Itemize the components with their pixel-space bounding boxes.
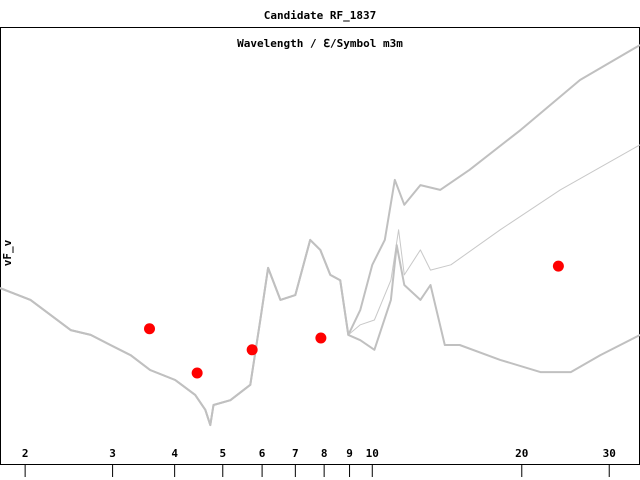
data-point [315, 332, 327, 344]
x-tick-label: 5 [219, 447, 226, 460]
x-tick-label: 8 [321, 447, 328, 460]
y-axis-label: vF_v [1, 239, 14, 266]
data-line [0, 144, 640, 426]
data-line [0, 44, 640, 427]
chart-title: Candidate RF_1837 [264, 9, 377, 22]
x-tick-label: 7 [292, 447, 299, 460]
data-point [552, 260, 564, 272]
data-point [191, 367, 203, 379]
x-tick-label: 10 [366, 447, 379, 460]
data-point [246, 344, 258, 356]
x-tick-label: 4 [171, 447, 178, 460]
x-tick-label: 9 [346, 447, 353, 460]
x-tick-label: 2 [22, 447, 29, 460]
x-tick-label: 6 [259, 447, 266, 460]
data-point [144, 323, 156, 335]
plot-frame [0, 27, 640, 465]
x-tick-label: 30 [603, 447, 616, 460]
x-tick-label: 3 [109, 447, 116, 460]
x-tick-label: 20 [515, 447, 528, 460]
x-axis-label: Wavelength / ℇ/Symbol m3m [237, 37, 403, 50]
data-line [0, 238, 640, 427]
